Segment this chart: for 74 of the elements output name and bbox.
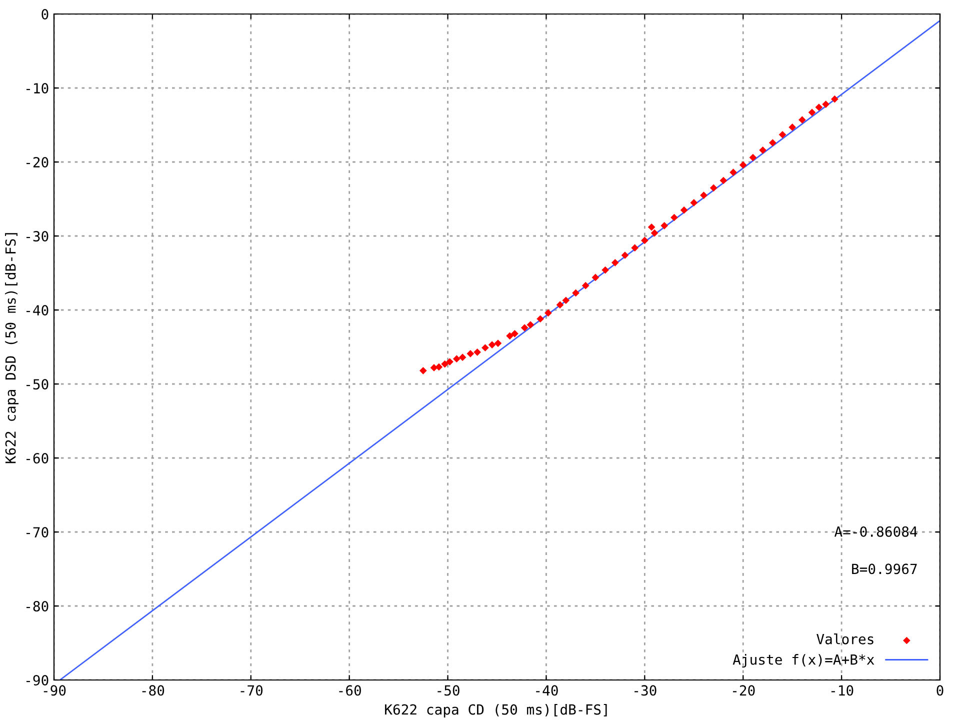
y-tick-label: 0	[42, 9, 48, 20]
x-tick-label: -80	[142, 685, 164, 696]
point	[466, 350, 474, 358]
point	[648, 223, 656, 231]
x-axis-title: K622 capa CD (50 ms)[dB-FS]	[385, 704, 607, 718]
point	[788, 124, 796, 131]
point	[474, 348, 481, 356]
point	[680, 206, 688, 214]
point	[592, 274, 600, 282]
point	[582, 282, 590, 290]
point	[830, 95, 838, 103]
point	[506, 332, 514, 340]
x-tick-label: -10	[831, 685, 854, 696]
point	[435, 363, 443, 371]
annotation: A=-0.86084	[834, 526, 918, 537]
y-tick-label: -40	[26, 305, 48, 316]
y-tick-label: -10	[26, 83, 48, 94]
point	[700, 192, 708, 199]
point	[749, 154, 757, 162]
point	[488, 341, 496, 348]
point	[536, 315, 544, 323]
point	[822, 100, 830, 108]
point	[631, 244, 638, 252]
point	[526, 321, 534, 328]
point	[419, 367, 427, 374]
x-tick-label: -70	[240, 685, 263, 696]
point	[768, 139, 776, 146]
y-tick-label: -60	[26, 453, 48, 464]
point	[441, 360, 448, 368]
point	[710, 184, 718, 192]
y-tick-label: -20	[26, 157, 48, 168]
point	[798, 116, 806, 124]
point	[511, 330, 518, 338]
point	[815, 104, 823, 111]
point	[452, 355, 460, 363]
x-tick-label: -90	[44, 685, 66, 696]
legend-label: Ajuste f(x)=A+B*x	[732, 654, 874, 668]
y-axis-title: K622 capa DSD (50 ms)[dB-FS]	[5, 233, 18, 464]
y-tick-label: -80	[26, 601, 48, 612]
x-tick-label: -30	[634, 685, 656, 696]
legend-label: Valores	[816, 634, 874, 644]
point	[556, 301, 564, 308]
point	[572, 289, 580, 297]
y-tick-label: -90	[26, 675, 48, 686]
point	[690, 199, 698, 206]
point	[611, 258, 619, 266]
point	[562, 296, 570, 304]
point	[808, 108, 816, 116]
annotation: B=0.9967	[852, 564, 917, 574]
point	[602, 266, 609, 274]
point	[458, 354, 466, 362]
point	[640, 236, 648, 244]
point	[660, 222, 668, 230]
y-tick-label: -70	[26, 527, 48, 538]
x-tick-label: -40	[536, 685, 558, 696]
point	[544, 309, 552, 317]
point	[720, 176, 728, 184]
x-tick-label: -50	[438, 685, 460, 696]
y-tick-label: -50	[26, 379, 48, 390]
point	[650, 229, 658, 237]
point	[446, 358, 454, 366]
point	[730, 168, 737, 176]
x-tick-label: 0	[936, 685, 944, 696]
point	[759, 146, 766, 154]
point	[494, 340, 502, 347]
x-tick-label: -60	[339, 685, 361, 696]
point	[621, 252, 629, 259]
x-tick-label: -20	[732, 685, 755, 696]
point	[778, 130, 786, 138]
point	[482, 344, 489, 352]
y-tick-label: -30	[26, 231, 48, 242]
point	[520, 324, 528, 332]
point	[739, 161, 747, 169]
point	[670, 214, 678, 222]
